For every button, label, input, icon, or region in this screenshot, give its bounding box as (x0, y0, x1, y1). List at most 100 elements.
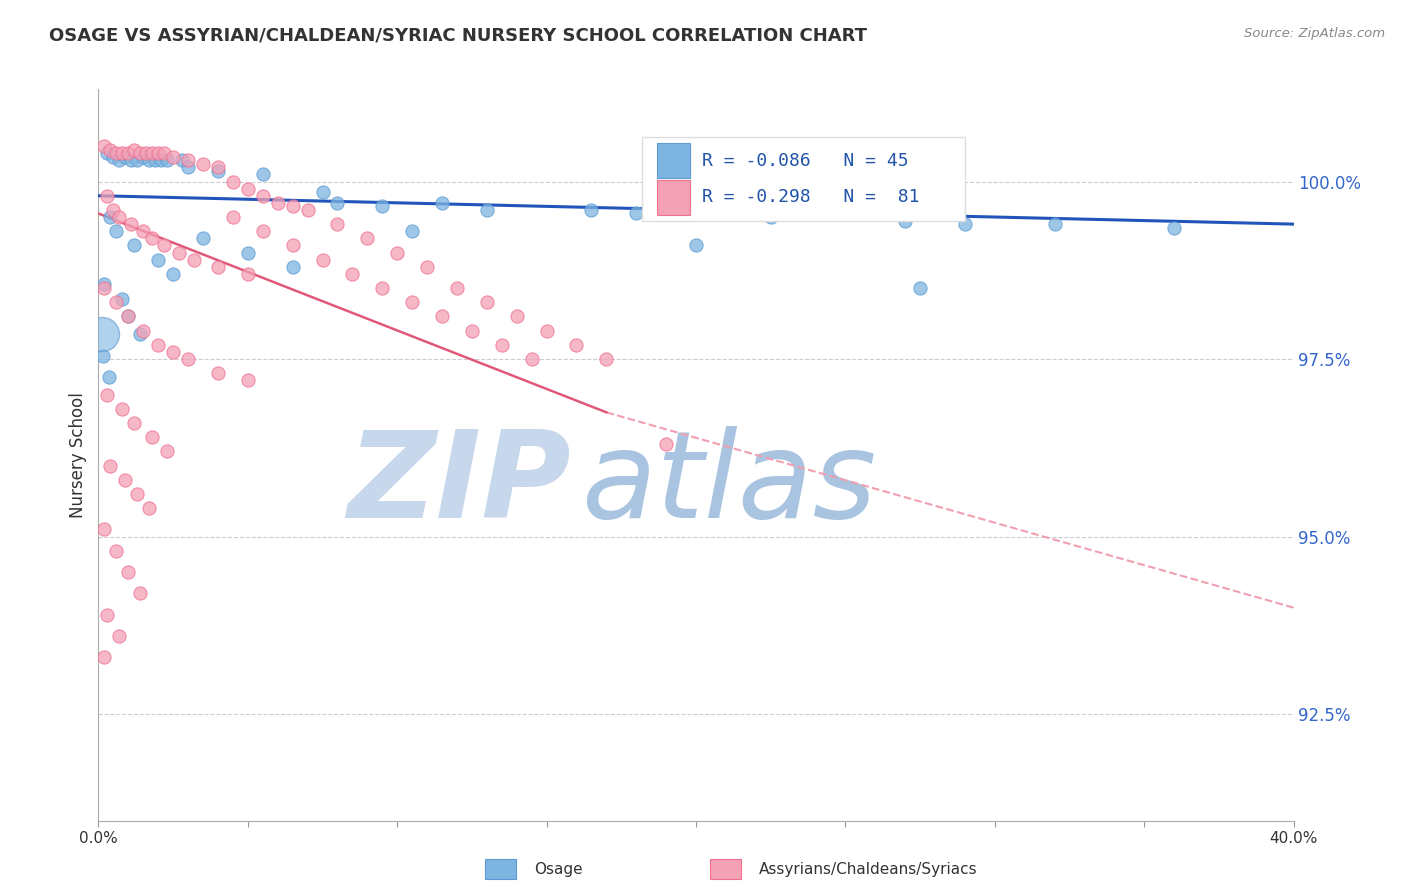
Point (297, 202, 319, 217)
Point (129, 146, 152, 161)
Point (120, 217, 142, 231)
Point (172, 153, 194, 168)
Point (103, 150, 125, 164)
Point (141, 146, 163, 161)
Point (565, 338, 588, 352)
Point (475, 202, 498, 217)
Point (162, 345, 184, 359)
Point (461, 324, 484, 338)
Text: ZIP: ZIP (347, 425, 571, 542)
Point (93, 281, 115, 295)
Text: atlas: atlas (582, 425, 877, 542)
Point (148, 252, 170, 267)
Point (143, 153, 166, 168)
Text: OSAGE VS ASSYRIAN/CHALDEAN/SYRIAC NURSERY SCHOOL CORRELATION CHART: OSAGE VS ASSYRIAN/CHALDEAN/SYRIAC NURSER… (49, 27, 868, 45)
Point (141, 430, 163, 444)
Point (311, 185, 333, 199)
Point (759, 210, 782, 224)
Point (252, 168, 274, 182)
Point (103, 202, 125, 217)
Point (581, 202, 603, 217)
Point (191, 157, 214, 171)
Point (685, 238, 707, 252)
Point (162, 150, 184, 164)
Point (148, 146, 170, 161)
Point (91, 327, 114, 342)
Bar (657, 180, 690, 215)
Point (114, 473, 136, 487)
Point (252, 188, 274, 202)
Point (156, 153, 179, 168)
Point (135, 146, 157, 161)
Point (96, 387, 118, 401)
Point (430, 310, 453, 324)
Point (491, 338, 513, 352)
Point (236, 245, 259, 260)
Point (626, 206, 648, 220)
Point (183, 252, 205, 267)
Point (129, 327, 152, 342)
Point (326, 217, 349, 231)
Point (267, 195, 290, 210)
Point (150, 153, 173, 168)
Point (894, 213, 917, 227)
Point (222, 174, 245, 188)
Point (132, 224, 155, 238)
Point (207, 164, 229, 178)
Point (281, 238, 304, 252)
Point (105, 295, 128, 310)
Point (162, 267, 184, 281)
Point (281, 199, 304, 213)
Point (207, 366, 229, 380)
Point (191, 231, 214, 245)
Point (93, 277, 115, 292)
Point (177, 161, 200, 175)
Point (148, 338, 170, 352)
Point (401, 295, 423, 310)
Point (156, 444, 179, 458)
Point (111, 146, 134, 161)
Point (117, 310, 139, 324)
Y-axis label: Nursery School: Nursery School (69, 392, 87, 518)
Point (167, 245, 190, 260)
Point (98, 458, 122, 473)
Point (120, 153, 142, 168)
Point (222, 210, 245, 224)
Point (908, 281, 931, 295)
Point (236, 181, 259, 195)
Point (177, 352, 200, 367)
Point (105, 224, 128, 238)
Point (953, 217, 976, 231)
Point (105, 543, 128, 558)
Point (371, 199, 394, 213)
Point (117, 146, 139, 161)
Point (105, 146, 128, 161)
Bar (657, 144, 690, 178)
Point (252, 224, 274, 238)
Point (96, 146, 118, 161)
Point (356, 231, 378, 245)
Point (96, 188, 118, 202)
Point (127, 153, 149, 168)
Point (371, 281, 394, 295)
Point (108, 210, 131, 224)
Point (108, 153, 131, 168)
Point (475, 295, 498, 310)
Text: Assyrians/Chaldeans/Syriacs: Assyrians/Chaldeans/Syriacs (759, 863, 977, 877)
Point (93, 139, 115, 153)
Point (326, 195, 349, 210)
Point (236, 373, 259, 387)
Text: Source: ZipAtlas.com: Source: ZipAtlas.com (1244, 27, 1385, 40)
Point (124, 143, 146, 157)
Point (98, 210, 122, 224)
Text: R = -0.298   N =  81: R = -0.298 N = 81 (702, 188, 920, 206)
Point (141, 231, 163, 245)
Point (536, 324, 558, 338)
Point (506, 310, 529, 324)
Point (98, 143, 122, 157)
Point (430, 195, 453, 210)
Point (124, 238, 146, 252)
Point (446, 281, 468, 295)
Point (111, 292, 134, 306)
Point (96, 607, 118, 622)
